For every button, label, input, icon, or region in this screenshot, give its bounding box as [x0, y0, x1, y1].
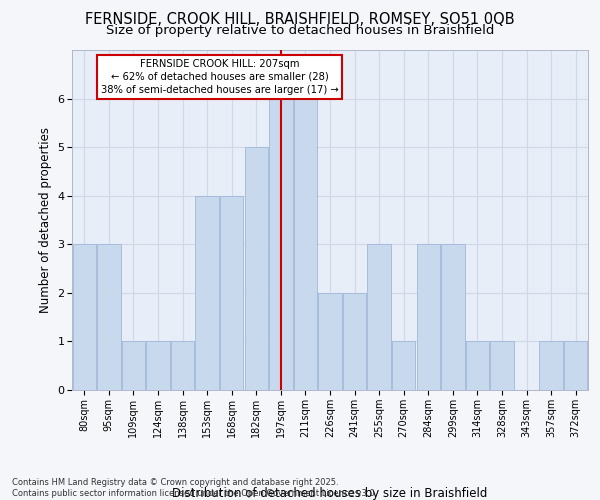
Bar — [392, 342, 415, 390]
Text: Size of property relative to detached houses in Braishfield: Size of property relative to detached ho… — [106, 24, 494, 37]
Bar — [416, 244, 440, 390]
Bar — [269, 98, 293, 390]
Bar — [220, 196, 244, 390]
Bar — [73, 244, 96, 390]
Y-axis label: Number of detached properties: Number of detached properties — [38, 127, 52, 313]
Bar — [564, 342, 587, 390]
Text: FERNSIDE CROOK HILL: 207sqm
← 62% of detached houses are smaller (28)
38% of sem: FERNSIDE CROOK HILL: 207sqm ← 62% of det… — [101, 58, 338, 95]
Bar — [196, 196, 219, 390]
Bar — [146, 342, 170, 390]
Text: FERNSIDE, CROOK HILL, BRAISHFIELD, ROMSEY, SO51 0QB: FERNSIDE, CROOK HILL, BRAISHFIELD, ROMSE… — [85, 12, 515, 28]
Bar — [319, 293, 341, 390]
Bar — [367, 244, 391, 390]
Bar — [245, 147, 268, 390]
Bar — [466, 342, 489, 390]
Bar — [122, 342, 145, 390]
Bar — [171, 342, 194, 390]
Bar — [539, 342, 563, 390]
Bar — [97, 244, 121, 390]
Bar — [490, 342, 514, 390]
Bar — [343, 293, 366, 390]
Bar — [441, 244, 464, 390]
Bar — [294, 98, 317, 390]
Text: Contains HM Land Registry data © Crown copyright and database right 2025.
Contai: Contains HM Land Registry data © Crown c… — [12, 478, 377, 498]
X-axis label: Distribution of detached houses by size in Braishfield: Distribution of detached houses by size … — [172, 487, 488, 500]
